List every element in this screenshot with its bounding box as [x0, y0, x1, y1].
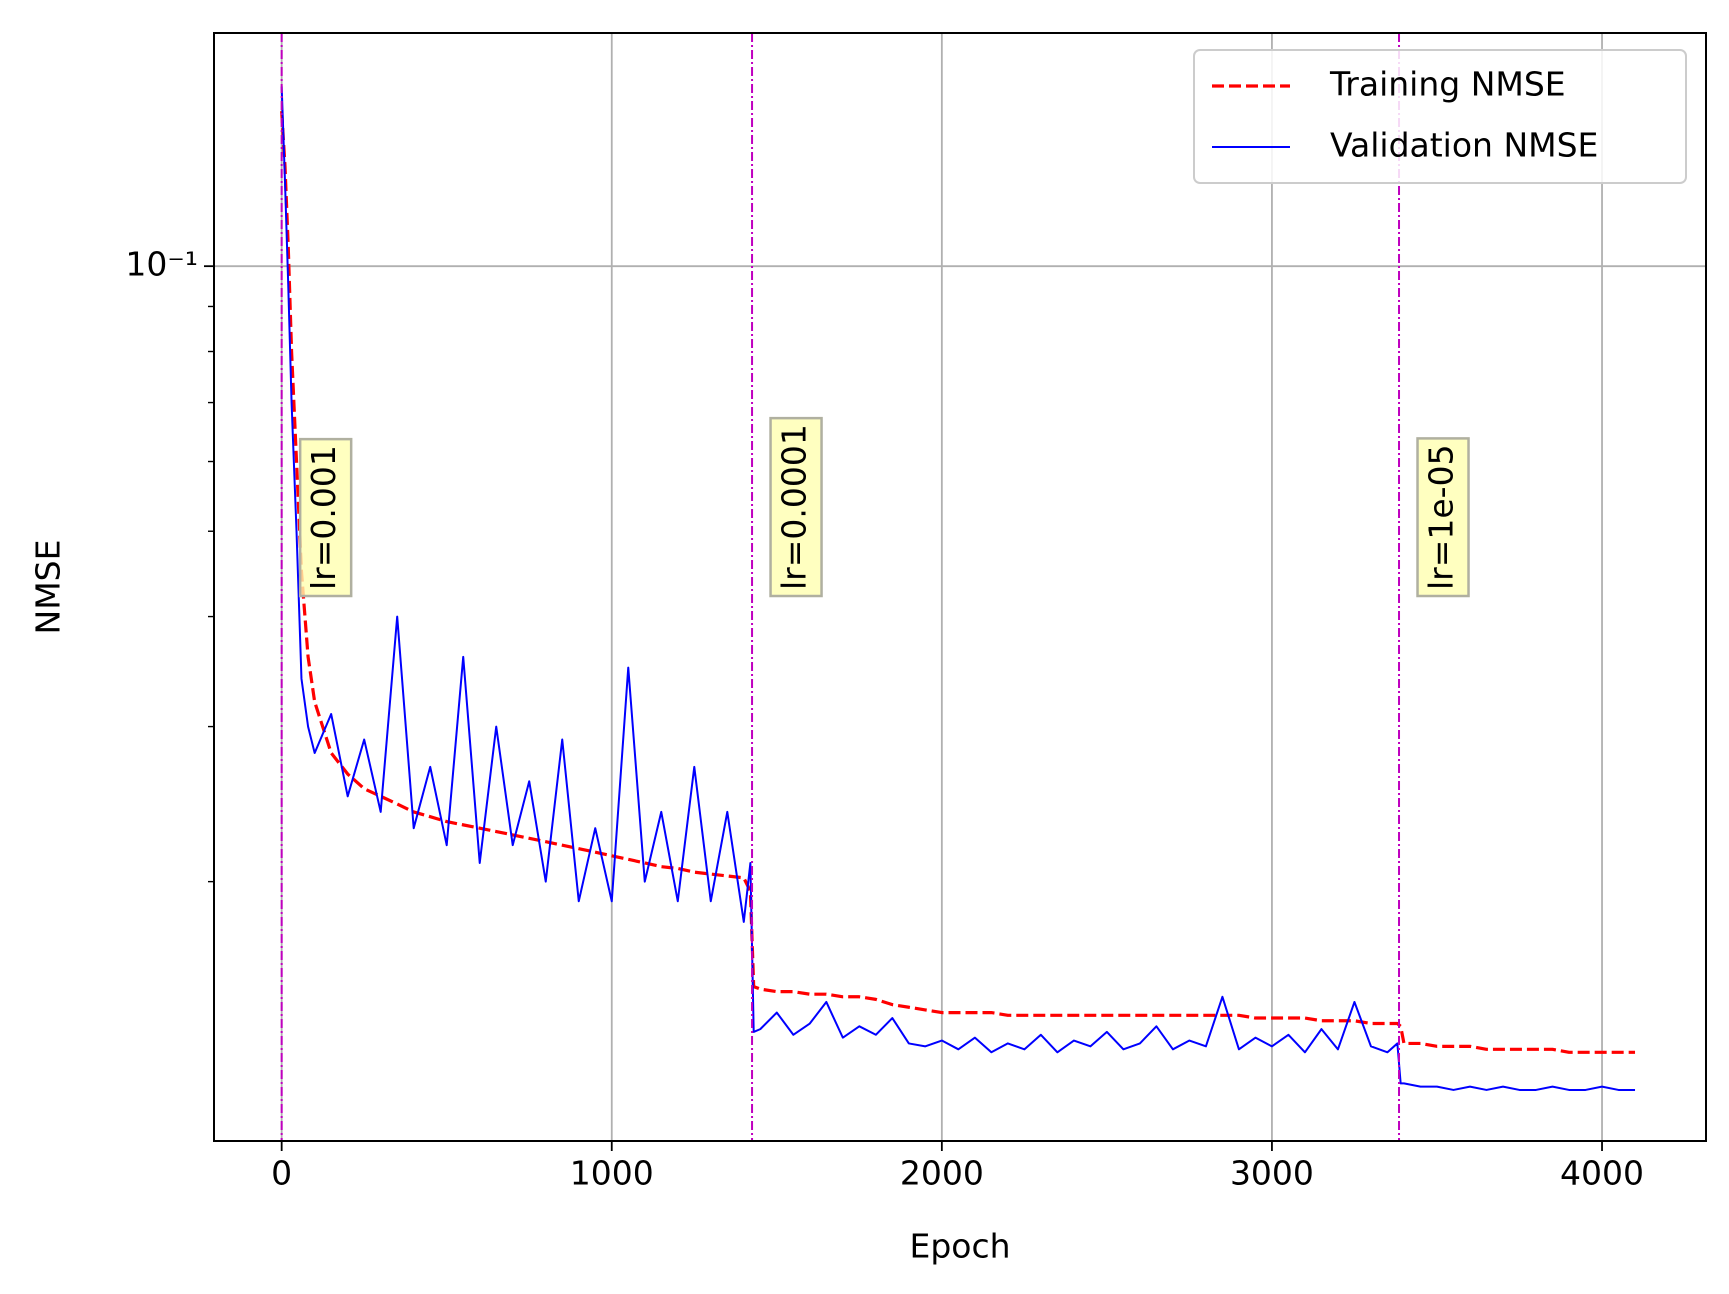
x-tick-label: 0	[271, 1154, 292, 1193]
legend-label: Validation NMSE	[1330, 126, 1598, 165]
x-tick-label: 4000	[1560, 1154, 1644, 1193]
annotation-box	[1416, 437, 1470, 598]
x-tick-label: 1000	[570, 1154, 654, 1193]
x-axis-label: Epoch	[909, 1227, 1010, 1266]
y-tick-label: 10⁻¹	[125, 245, 198, 284]
annotation-label: lr=0.001	[304, 445, 343, 590]
y-axis-label: NMSE	[29, 540, 68, 635]
legend-label: Training NMSE	[1329, 65, 1566, 104]
legend-box	[1193, 49, 1687, 184]
annotation-box	[769, 416, 823, 598]
x-tick-label: 3000	[1230, 1154, 1314, 1193]
annotation-label: lr=0.0001	[775, 424, 814, 590]
plot-area	[280, 33, 1636, 1141]
annotation-box	[298, 437, 353, 598]
series-line	[280, 86, 1636, 1091]
plot-frame	[213, 32, 1707, 1142]
x-tick-label: 2000	[900, 1154, 984, 1193]
annotation-label: lr=1e-05	[1422, 444, 1461, 590]
